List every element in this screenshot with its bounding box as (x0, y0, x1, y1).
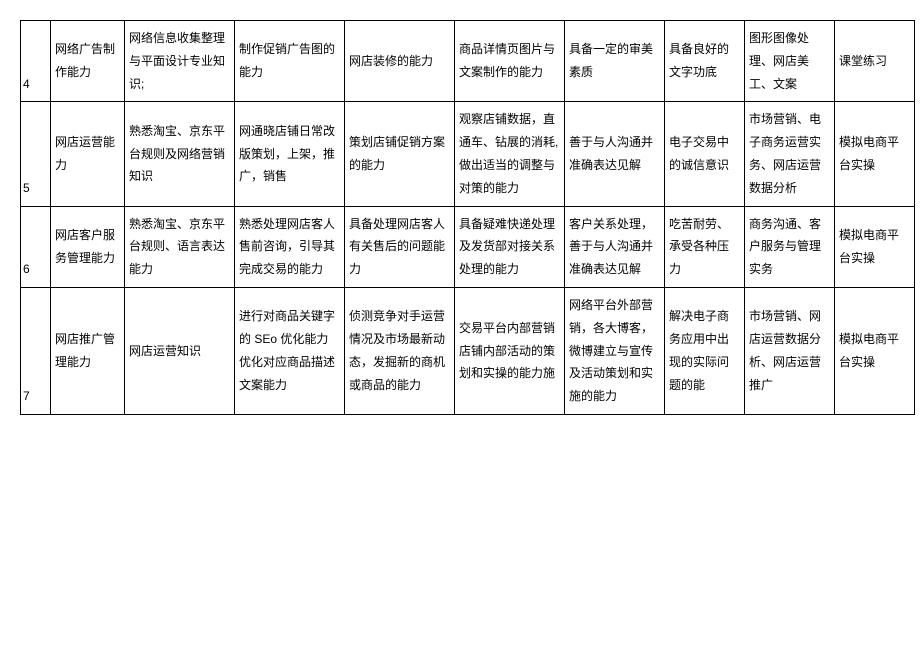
knowledge-cell: 熟悉淘宝、京东平台规则、语言表达能力 (125, 206, 235, 287)
skill1-cell: 熟悉处理网店客人售前咨询，引导其完成交易的能力 (235, 206, 345, 287)
practice-cell: 课堂练习 (835, 21, 915, 102)
quality1-cell: 客户关系处理，善于与人沟通并准确表达见解 (565, 206, 665, 287)
quality1-cell: 具备一定的审美素质 (565, 21, 665, 102)
quality2-cell: 吃苦耐劳、承受各种压力 (665, 206, 745, 287)
ability-table: 4 网络广告制作能力 网络信息收集整理与平面设计专业知识; 制作促销广告图的能力… (20, 20, 915, 415)
practice-cell: 模拟电商平台实操 (835, 206, 915, 287)
course-cell: 市场营销、电子商务运营实务、网店运营数据分析 (745, 102, 835, 206)
skill1-cell: 网通晓店铺日常改版策划，上架，推广，销售 (235, 102, 345, 206)
course-cell: 商务沟通、客户服务与管理实务 (745, 206, 835, 287)
ability-cell: 网店客户服务管理能力 (51, 206, 125, 287)
quality2-cell: 具备良好的文字功底 (665, 21, 745, 102)
skill2-cell: 策划店铺促销方案的能力 (345, 102, 455, 206)
knowledge-cell: 网店运营知识 (125, 287, 235, 414)
skill1-cell: 进行对商品关键字的 SEo 优化能力优化对应商品描述文案能力 (235, 287, 345, 414)
ability-cell: 网店推广管理能力 (51, 287, 125, 414)
course-cell: 图形图像处理、网店美工、文案 (745, 21, 835, 102)
quality1-cell: 善于与人沟通并准确表达见解 (565, 102, 665, 206)
ability-cell: 网店运营能力 (51, 102, 125, 206)
practice-cell: 模拟电商平台实操 (835, 102, 915, 206)
skill2-cell: 具备处理网店客人有关售后的问题能力 (345, 206, 455, 287)
table-row: 7 网店推广管理能力 网店运营知识 进行对商品关键字的 SEo 优化能力优化对应… (21, 287, 915, 414)
quality2-cell: 电子交易中的诚信意识 (665, 102, 745, 206)
quality2-cell: 解决电子商务应用中出现的实际问题的能 (665, 287, 745, 414)
row-num: 4 (21, 21, 51, 102)
course-cell: 市场营销、网店运营数据分析、网店运营推广 (745, 287, 835, 414)
skill1-cell: 制作促销广告图的能力 (235, 21, 345, 102)
knowledge-cell: 网络信息收集整理与平面设计专业知识; (125, 21, 235, 102)
row-num: 5 (21, 102, 51, 206)
skill3-cell: 观察店铺数据，直通车、钻展的消耗,做出适当的调整与对策的能力 (455, 102, 565, 206)
skill3-cell: 交易平台内部营销店铺内部活动的策划和实操的能力施 (455, 287, 565, 414)
skill3-cell: 具备疑难快递处理及发货部对接关系处理的能力 (455, 206, 565, 287)
table-row: 5 网店运营能力 熟悉淘宝、京东平台规则及网络营销知识 网通晓店铺日常改版策划，… (21, 102, 915, 206)
table-row: 6 网店客户服务管理能力 熟悉淘宝、京东平台规则、语言表达能力 熟悉处理网店客人… (21, 206, 915, 287)
skill2-cell: 网店装修的能力 (345, 21, 455, 102)
row-num: 7 (21, 287, 51, 414)
skill3-cell: 商品详情页图片与文案制作的能力 (455, 21, 565, 102)
knowledge-cell: 熟悉淘宝、京东平台规则及网络营销知识 (125, 102, 235, 206)
ability-cell: 网络广告制作能力 (51, 21, 125, 102)
table-row: 4 网络广告制作能力 网络信息收集整理与平面设计专业知识; 制作促销广告图的能力… (21, 21, 915, 102)
practice-cell: 模拟电商平台实操 (835, 287, 915, 414)
skill2-cell: 侦测竞争对手运营情况及市场最新动态，发掘新的商机或商品的能力 (345, 287, 455, 414)
row-num: 6 (21, 206, 51, 287)
quality1-cell: 网络平台外部营销，各大博客，微博建立与宣传及活动策划和实施的能力 (565, 287, 665, 414)
